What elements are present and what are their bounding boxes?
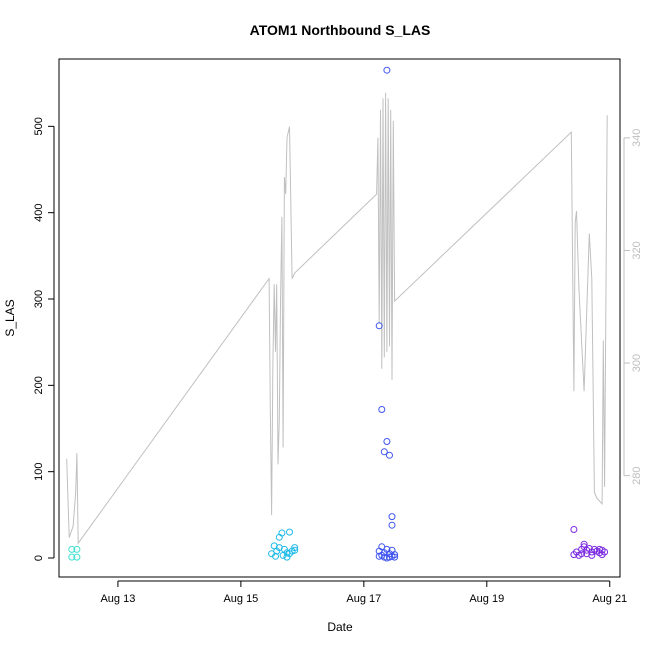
data-point xyxy=(283,549,291,557)
data-point xyxy=(68,545,76,553)
data-point xyxy=(391,551,399,559)
data-point xyxy=(383,66,391,74)
data-point xyxy=(388,513,396,521)
x-tick-label: Aug 19 xyxy=(469,593,504,605)
y-tick-label: 200 xyxy=(33,376,45,394)
data-point xyxy=(578,550,586,558)
y2-axis: 280 300 320 340 xyxy=(623,129,643,485)
y-tick-label: 100 xyxy=(33,462,45,480)
x-tick-label: Aug 17 xyxy=(346,593,381,605)
secondary-line-layer xyxy=(66,92,608,545)
data-point xyxy=(380,448,388,456)
y-tick-label: 300 xyxy=(33,290,45,308)
data-point xyxy=(375,552,383,560)
x-tick-label: Aug 13 xyxy=(100,593,135,605)
y2-tick-label: 280 xyxy=(631,466,643,484)
data-point xyxy=(378,406,386,413)
data-point xyxy=(570,526,578,533)
scatter-points-layer xyxy=(68,66,609,562)
data-point xyxy=(278,529,286,537)
data-point xyxy=(272,552,279,560)
data-point xyxy=(375,322,383,330)
data-point xyxy=(73,553,81,561)
data-point xyxy=(286,528,293,536)
y-axis-label: S_LAS xyxy=(3,299,17,336)
data-point xyxy=(588,551,596,559)
x-tick-label: Aug 21 xyxy=(592,593,627,605)
data-point xyxy=(601,548,609,556)
data-point xyxy=(291,544,299,552)
y-tick-label: 0 xyxy=(33,555,45,561)
data-point xyxy=(383,438,391,445)
data-point xyxy=(386,451,393,459)
y2-tick-label: 340 xyxy=(631,129,643,147)
data-point xyxy=(391,553,399,561)
plot-frame xyxy=(58,58,621,578)
y2-tick-label: 300 xyxy=(631,354,643,372)
data-point xyxy=(388,521,396,529)
chart-title: ATOM1 Northbound S_LAS xyxy=(250,22,431,38)
y-tick-label: 400 xyxy=(33,203,45,221)
y2-tick-label: 320 xyxy=(631,241,643,259)
x-axis: Aug 13 Aug 15 Aug 17 Aug 19 Aug 21 xyxy=(100,580,627,605)
x-tick-label: Aug 15 xyxy=(223,593,258,605)
data-point xyxy=(291,546,299,554)
x-axis-label: Date xyxy=(327,620,353,634)
y-axis: 0 100 200 300 400 500 xyxy=(33,117,55,561)
data-point xyxy=(580,540,588,548)
data-point xyxy=(73,545,81,553)
data-point xyxy=(68,553,76,561)
y-tick-label: 500 xyxy=(33,117,45,135)
secondary-line xyxy=(66,92,608,545)
data-point xyxy=(383,554,391,562)
